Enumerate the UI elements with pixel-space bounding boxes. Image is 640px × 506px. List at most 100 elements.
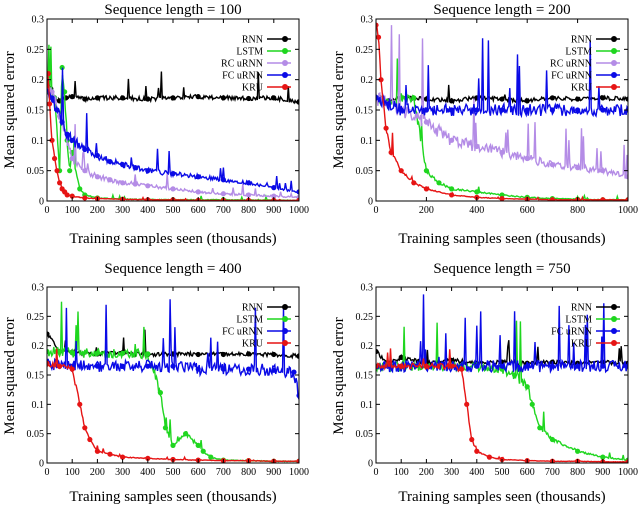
data-point [170, 171, 176, 177]
legend-swatch-marker [282, 84, 288, 90]
y-axis-label: Mean squared error [331, 317, 347, 434]
data-point [549, 363, 556, 369]
y-tick-label: 0.3 [32, 15, 45, 26]
y-tick-label: 0.25 [356, 312, 374, 323]
x-tick-label: 1000 [618, 205, 638, 216]
data-point [94, 350, 100, 356]
data-point [200, 448, 206, 454]
legend-swatch-marker [282, 316, 288, 322]
y-tick-label: 0.3 [361, 283, 374, 294]
y-tick-label: 0.05 [356, 166, 374, 177]
y-tick-label: 0.15 [356, 106, 374, 117]
data-point [449, 107, 455, 113]
series-group [376, 22, 628, 201]
legend-label: KRU [571, 339, 593, 350]
legend-label: KRU [242, 83, 264, 94]
data-point [82, 168, 88, 174]
x-tick-label: 700 [216, 467, 231, 478]
y-tick-label: 0.05 [27, 166, 45, 177]
data-point [600, 363, 606, 369]
x-tick-label: 0 [374, 467, 379, 478]
data-point [575, 363, 581, 369]
y-tick-label: 0.05 [27, 429, 45, 440]
legend-label: FC uRNN [222, 327, 263, 338]
data-point [398, 363, 404, 369]
data-point [57, 180, 63, 186]
chart-title: Sequence length = 100 [104, 2, 241, 18]
y-tick-label: 0.1 [361, 136, 374, 147]
data-point [296, 392, 299, 399]
x-tick-label: 100 [65, 205, 80, 216]
data-point [47, 331, 50, 337]
series-line-kru [47, 76, 299, 201]
data-point [411, 180, 417, 186]
data-point [524, 363, 530, 369]
data-point [94, 152, 100, 159]
data-point [600, 197, 606, 201]
data-point [132, 165, 138, 171]
legend-label: RNN [571, 303, 592, 314]
x-tick-label: 900 [266, 205, 281, 216]
x-tick-label: 200 [419, 205, 434, 216]
data-point [296, 189, 299, 195]
chart-panel-4: Sequence length = 750 Training samples se… [331, 261, 638, 505]
legend-swatch-marker [282, 328, 288, 334]
data-point [246, 95, 252, 102]
data-point [145, 96, 151, 102]
legend-label: FC uRNN [551, 327, 592, 338]
y-tick-label: 0.25 [356, 45, 374, 56]
data-point [107, 158, 113, 165]
legend-label: RC uRNN [221, 59, 263, 70]
legend-label: FC uRNN [551, 71, 592, 82]
x-tick-label: 800 [241, 205, 256, 216]
data-point [436, 180, 442, 186]
x-tick-label: 800 [570, 205, 585, 216]
data-point [49, 137, 55, 143]
data-point [423, 107, 429, 113]
data-point [246, 192, 252, 198]
data-point [69, 155, 75, 162]
legend-swatch-marker [611, 60, 617, 66]
data-point [423, 186, 429, 192]
data-point [51, 155, 58, 162]
data-point [69, 366, 75, 372]
data-point [549, 197, 555, 201]
x-tick-label: 300 [115, 467, 130, 478]
data-point [499, 96, 505, 102]
data-point [183, 431, 189, 437]
data-point [107, 177, 113, 183]
data-point [271, 193, 277, 199]
data-point [474, 448, 480, 454]
data-point [170, 95, 176, 101]
legend-label: LSTM [565, 47, 592, 58]
legend-label: LSTM [236, 315, 263, 326]
data-point [82, 146, 88, 153]
x-tick-label: 400 [140, 205, 155, 216]
data-point [54, 168, 60, 174]
x-tick-label: 0 [45, 467, 50, 478]
y-tick-label: 0 [39, 197, 44, 208]
data-point [549, 162, 556, 168]
data-point [77, 401, 83, 407]
legend-swatch-marker [282, 36, 288, 42]
data-point [57, 363, 63, 369]
legend-swatch-marker [282, 60, 288, 66]
data-point [59, 64, 65, 71]
data-point [49, 95, 55, 101]
x-tick-label: 0 [374, 205, 379, 216]
legend-swatch-marker [611, 328, 617, 334]
data-point [459, 366, 465, 372]
y-tick-label: 0.2 [361, 341, 374, 352]
data-point [529, 401, 535, 407]
legend-swatch-marker [611, 84, 617, 90]
data-point [94, 174, 100, 180]
x-tick-label: 400 [140, 467, 155, 478]
y-tick-label: 0 [368, 459, 373, 470]
data-point [296, 197, 299, 201]
x-tick-label: 1000 [289, 205, 309, 216]
data-point [145, 363, 151, 369]
data-point [67, 168, 73, 174]
